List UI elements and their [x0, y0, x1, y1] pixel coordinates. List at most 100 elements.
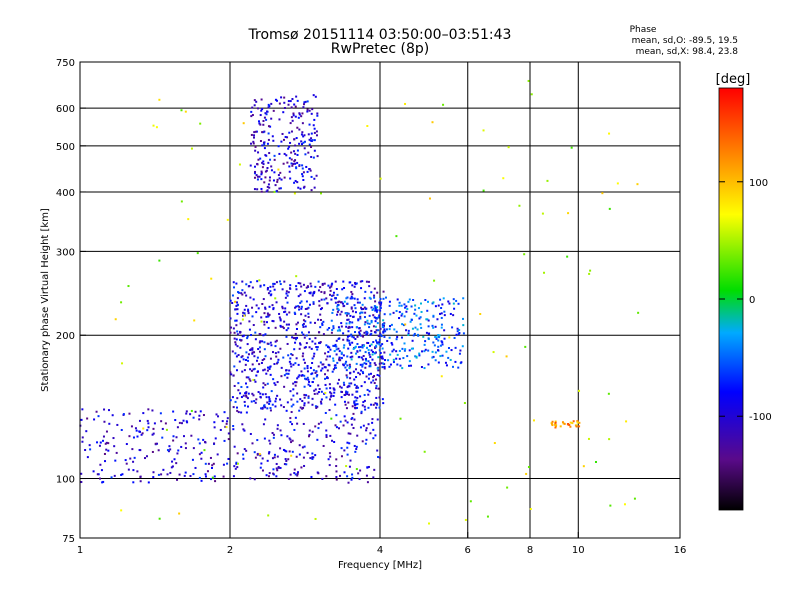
- data-point: [261, 131, 264, 134]
- data-point: [272, 179, 275, 182]
- data-point: [440, 312, 443, 315]
- data-point: [321, 477, 324, 480]
- data-point: [279, 429, 282, 432]
- data-point: [174, 419, 177, 422]
- data-point: [232, 374, 235, 377]
- data-point: [317, 331, 320, 334]
- data-point: [289, 473, 292, 476]
- data-point: [381, 357, 384, 360]
- data-point: [139, 449, 142, 452]
- data-point: [241, 293, 244, 296]
- data-point: [249, 296, 252, 299]
- data-point: [348, 382, 351, 385]
- data-point: [433, 344, 436, 347]
- data-point: [361, 346, 364, 349]
- data-point: [373, 294, 376, 297]
- data-point: [111, 414, 114, 417]
- data-point: [633, 497, 636, 500]
- data-point: [303, 367, 306, 370]
- data-point: [324, 352, 327, 355]
- data-point: [265, 396, 268, 399]
- data-point: [295, 305, 298, 308]
- data-point: [340, 351, 343, 354]
- data-point: [231, 294, 234, 297]
- data-point: [266, 142, 269, 145]
- data-point: [351, 417, 354, 420]
- data-point: [370, 343, 373, 346]
- data-point: [227, 438, 230, 441]
- data-point: [274, 397, 277, 400]
- data-point: [276, 424, 279, 427]
- data-point: [258, 346, 261, 349]
- data-point: [301, 164, 304, 167]
- data-point: [270, 165, 273, 168]
- data-point: [182, 419, 185, 422]
- data-point: [234, 319, 237, 322]
- data-point: [279, 347, 282, 350]
- data-point: [267, 138, 270, 141]
- data-point: [323, 366, 326, 369]
- data-point: [285, 290, 288, 293]
- data-point: [343, 449, 346, 452]
- y-tick-label: 600: [56, 104, 75, 115]
- data-point: [113, 474, 116, 477]
- data-point: [296, 99, 299, 102]
- data-point: [303, 103, 306, 106]
- data-point: [171, 460, 174, 463]
- data-point: [184, 447, 187, 450]
- data-point: [279, 319, 282, 322]
- data-point: [242, 311, 245, 314]
- data-point: [335, 366, 338, 369]
- data-point: [370, 329, 373, 332]
- data-point: [395, 350, 398, 353]
- data-point: [392, 361, 395, 364]
- data-point: [424, 298, 427, 301]
- data-point: [192, 416, 195, 419]
- data-point: [335, 475, 338, 478]
- data-point: [324, 391, 327, 394]
- data-point: [384, 330, 387, 333]
- data-point: [423, 450, 426, 453]
- data-point: [293, 428, 296, 431]
- colorbar-tick-label: -100: [749, 412, 772, 423]
- data-point: [425, 331, 428, 334]
- data-point: [298, 128, 301, 131]
- data-point: [351, 284, 354, 287]
- data-point: [374, 320, 377, 323]
- data-point: [301, 131, 304, 134]
- data-point: [367, 393, 370, 396]
- data-point: [381, 366, 384, 369]
- data-point: [561, 421, 564, 424]
- data-point: [283, 106, 286, 109]
- data-point: [342, 280, 345, 283]
- data-point: [365, 333, 368, 336]
- data-point: [354, 396, 357, 399]
- data-point: [275, 355, 278, 358]
- data-point: [410, 364, 413, 367]
- data-point: [379, 327, 382, 330]
- data-point: [377, 356, 380, 359]
- data-point: [295, 275, 298, 278]
- data-point: [339, 359, 342, 362]
- data-point: [204, 441, 207, 444]
- data-point: [287, 354, 290, 357]
- data-point: [543, 271, 546, 274]
- data-point: [382, 330, 385, 333]
- data-point: [297, 282, 300, 285]
- data-point: [249, 432, 252, 435]
- data-point: [417, 307, 420, 310]
- data-point: [355, 406, 358, 409]
- data-point: [373, 382, 376, 385]
- data-point: [380, 362, 383, 365]
- data-point: [396, 336, 399, 339]
- data-point: [378, 314, 381, 317]
- data-point: [100, 469, 103, 472]
- data-point: [245, 304, 248, 307]
- data-point: [315, 134, 318, 137]
- data-point: [363, 399, 366, 402]
- data-point: [270, 293, 273, 296]
- data-point: [176, 426, 179, 429]
- data-point: [295, 357, 298, 360]
- data-point: [314, 517, 317, 520]
- data-point: [175, 462, 178, 465]
